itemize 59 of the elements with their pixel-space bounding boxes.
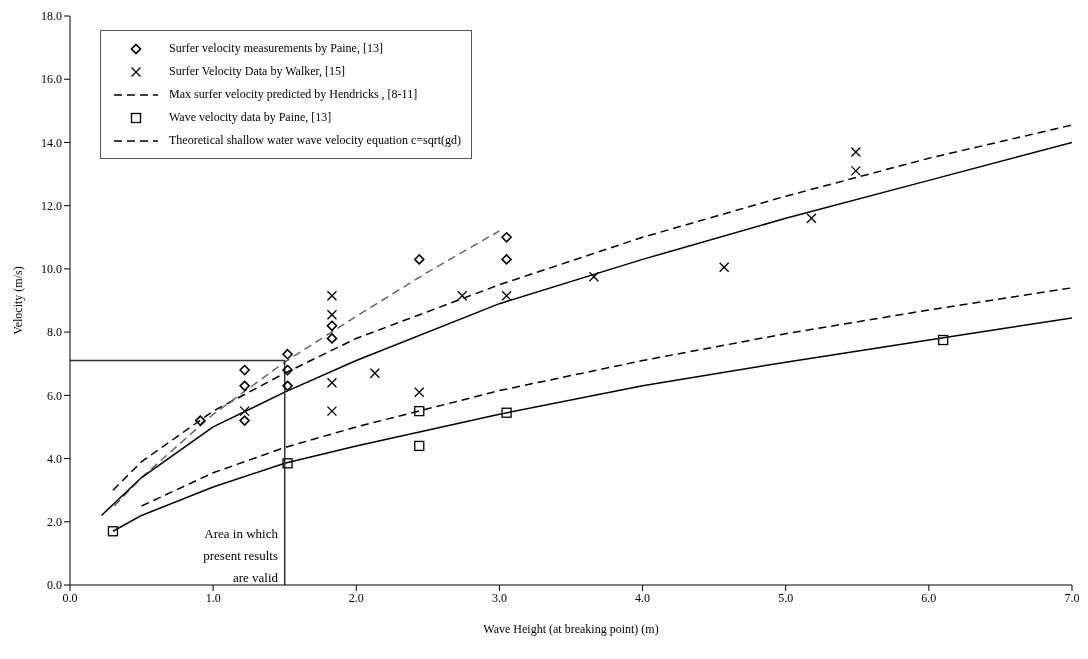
point (282, 348, 293, 360)
y-tick-label: 2.0 (47, 515, 62, 530)
point (239, 415, 250, 426)
y-axis-title: Velocity (m/s) (11, 266, 26, 335)
x-axis-title: Wave Height (at breaking point) (m) (483, 622, 659, 636)
point (414, 405, 425, 417)
point (326, 290, 338, 301)
y-tick-label: 6.0 (47, 388, 62, 403)
point (719, 262, 730, 273)
point (282, 380, 293, 392)
y-tick-label: 8.0 (47, 325, 62, 340)
legend-label: Max surfer velocity predicted by Hendricks , [8-11] (169, 87, 418, 102)
point (850, 165, 861, 177)
point (326, 320, 338, 332)
x-tick-label: 6.0 (921, 590, 937, 605)
point (850, 146, 861, 158)
point (194, 415, 206, 426)
point (588, 271, 600, 282)
point (413, 254, 425, 265)
point (938, 334, 949, 346)
legend-label: Surfer Velocity Data by Walker, [15] (169, 64, 346, 79)
point (326, 405, 338, 417)
x-tick-label: 4.0 (635, 590, 651, 605)
x-tick-label: 3.0 (491, 590, 507, 605)
x-tick-label: 7.0 (1064, 590, 1080, 605)
point (369, 368, 381, 379)
point (239, 364, 250, 376)
point (501, 407, 512, 418)
point (326, 309, 338, 320)
point (414, 440, 425, 452)
y-tick-label: 18.0 (41, 9, 62, 24)
point (457, 290, 468, 301)
point (239, 380, 250, 392)
x-tick-label: 5.0 (778, 590, 794, 605)
legend-label: Wave velocity data by Paine, [13] (169, 110, 332, 125)
y-tick-label: 16.0 (41, 72, 62, 87)
point (326, 333, 338, 344)
annotation: Area in which present results are valid (203, 526, 279, 585)
point (282, 364, 293, 376)
point (501, 231, 512, 243)
y-tick-label: 0.0 (47, 578, 62, 593)
y-tick-label: 4.0 (47, 451, 62, 466)
line-series (140, 287, 1072, 507)
point (239, 405, 250, 417)
y-tick-label: 14.0 (41, 135, 62, 150)
legend-label: Surfer velocity measurements by Paine, [13] (169, 41, 383, 56)
y-tick-label: 12.0 (41, 198, 62, 213)
point (282, 458, 293, 469)
y-tick-label: 10.0 (41, 262, 62, 277)
x-tick-label: 0.0 (62, 590, 78, 605)
x-tick-label: 1.0 (205, 590, 221, 605)
x-tick-label: 2.0 (348, 590, 364, 605)
legend-label: Theoretical shallow water wave velocity equation c=sqrt(gd) (169, 133, 461, 148)
point (806, 213, 817, 224)
point (107, 526, 119, 537)
point (414, 387, 425, 398)
point (501, 254, 512, 265)
point (501, 290, 512, 301)
point (326, 377, 338, 388)
